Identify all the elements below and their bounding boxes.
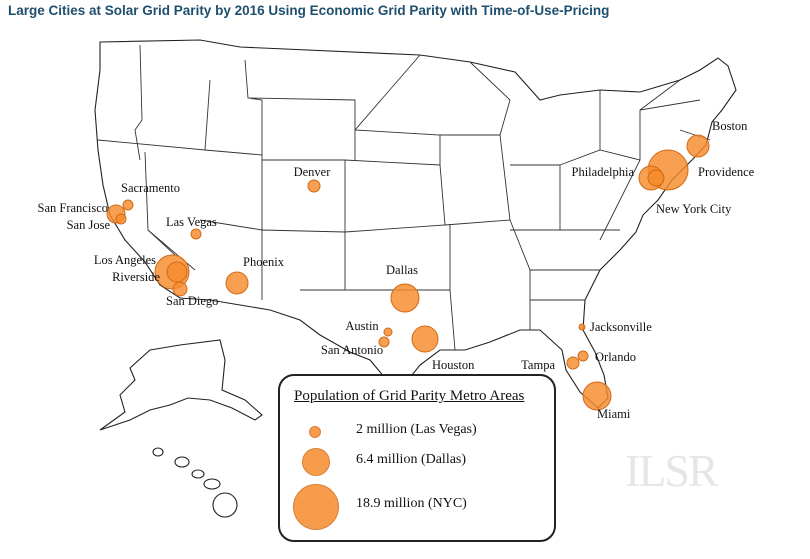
city-label-dallas: Dallas bbox=[386, 263, 418, 277]
city-label-miami: Miami bbox=[597, 407, 631, 421]
legend-title: Population of Grid Parity Metro Areas bbox=[294, 388, 525, 404]
city-bubble-jacksonville bbox=[578, 323, 586, 331]
city-label-tampa: Tampa bbox=[521, 358, 555, 372]
map-title: Large Cities at Solar Grid Parity by 201… bbox=[8, 3, 610, 18]
city-bubble-riverside bbox=[166, 261, 188, 283]
hawaii-islands bbox=[152, 447, 238, 518]
city-label-denver: Denver bbox=[294, 165, 332, 179]
city-bubble-san-antonio bbox=[378, 336, 390, 348]
city-bubble-denver bbox=[307, 179, 321, 193]
city-bubble-san-diego bbox=[172, 281, 188, 297]
city-label-san-diego: San Diego bbox=[166, 294, 218, 308]
alaska-outline bbox=[99, 339, 263, 431]
city-label-las-vegas: Las Vegas bbox=[166, 215, 217, 229]
city-bubble-boston bbox=[686, 134, 710, 158]
city-bubble-miami bbox=[582, 381, 612, 411]
city-bubble-sacramento bbox=[122, 199, 134, 211]
city-bubble-austin bbox=[383, 327, 393, 337]
city-label-sacramento: Sacramento bbox=[121, 181, 180, 195]
legend-circle-medium bbox=[302, 448, 330, 476]
city-bubble-las-vegas bbox=[190, 228, 202, 240]
ilsr-watermark-logo: ILSR bbox=[625, 445, 719, 496]
city-label-los-angeles: Los Angeles bbox=[94, 253, 156, 267]
legend-circle-large bbox=[293, 484, 339, 530]
city-bubble-san-jose bbox=[115, 213, 127, 225]
legend-circle-small bbox=[309, 426, 321, 438]
city-bubble-new-york-city bbox=[647, 169, 665, 187]
city-label-new-york-city: New York City bbox=[656, 202, 732, 216]
city-label-houston: Houston bbox=[432, 358, 475, 372]
city-label-orlando: Orlando bbox=[595, 350, 636, 364]
city-bubble-tampa bbox=[566, 356, 580, 370]
city-label-san-francisco: San Francisco bbox=[38, 201, 108, 215]
city-bubble-houston bbox=[411, 325, 439, 353]
legend: Population of Grid Parity Metro Areas 2 … bbox=[278, 374, 556, 542]
city-label-austin: Austin bbox=[345, 319, 379, 333]
city-label-phoenix: Phoenix bbox=[243, 255, 285, 269]
city-label-san-antonio: San Antonio bbox=[321, 343, 383, 357]
city-bubble-phoenix bbox=[225, 271, 249, 295]
city-label-san-jose: San Jose bbox=[67, 218, 111, 232]
city-bubble-dallas bbox=[390, 283, 420, 313]
city-label-jacksonville: Jacksonville bbox=[590, 320, 652, 334]
city-label-boston: Boston bbox=[712, 119, 748, 133]
city-bubble-orlando bbox=[577, 350, 589, 362]
city-label-providence: Providence bbox=[698, 165, 755, 179]
city-label-riverside: Riverside bbox=[112, 270, 160, 284]
city-label-philadelphia: Philadelphia bbox=[572, 165, 635, 179]
